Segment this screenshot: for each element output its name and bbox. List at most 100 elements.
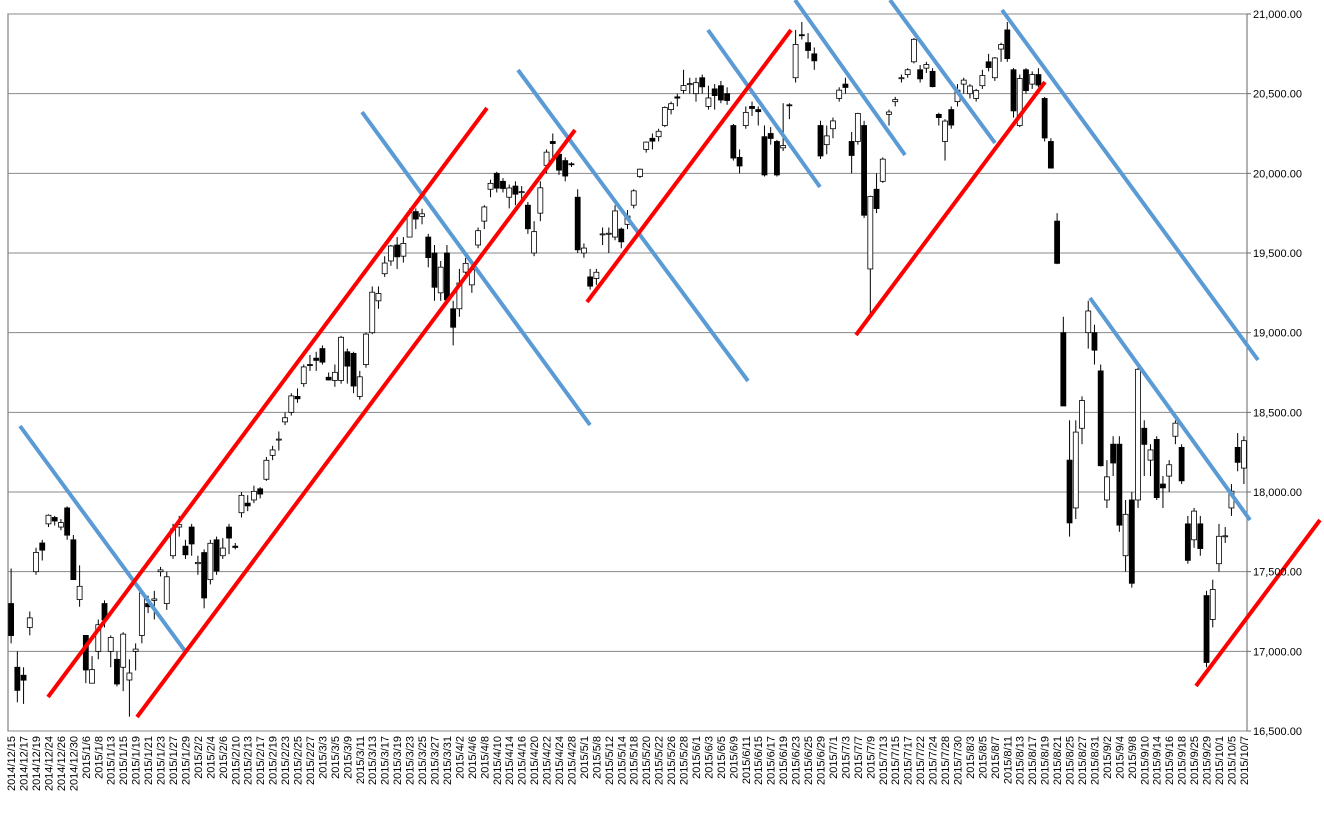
candle-body: [724, 93, 731, 101]
x-tick-label: 2015/4/28: [566, 736, 578, 785]
candle-body: [394, 244, 401, 258]
x-tick-label: 2015/6/9: [728, 736, 740, 779]
candle-body: [798, 34, 805, 37]
x-tick-label: 2014/12/17: [19, 736, 31, 791]
candle-body: [45, 514, 52, 525]
candle-body: [668, 103, 674, 110]
candle-body: [792, 44, 799, 79]
candle-body: [232, 545, 239, 548]
labels: 16,500.00 17,000.00 17,500.00 18,000.00 18,5…: [6, 9, 1302, 791]
candle-body: [64, 507, 71, 536]
candle-body: [581, 247, 587, 254]
candle-body: [612, 210, 618, 238]
candle-body: [462, 262, 469, 273]
candle-body: [836, 89, 843, 99]
candle-body: [126, 672, 133, 681]
x-tick-label: 2015/9/14: [1152, 736, 1164, 785]
x-tick-label: 2015/8/19: [1040, 736, 1052, 785]
candle-body: [680, 85, 687, 91]
candle-body: [381, 262, 388, 275]
x-tick-label: 2015/8/3: [965, 736, 977, 779]
x-tick-label: 2015/7/28: [940, 736, 952, 785]
candle-body: [742, 112, 749, 126]
x-tick-label: 2015/9/16: [1164, 736, 1176, 785]
candle-body: [686, 83, 693, 86]
y-tick-label: 21,000.00: [1253, 9, 1302, 21]
x-tick-label: 2015/6/1: [691, 736, 703, 779]
candle-body: [973, 90, 980, 99]
x-tick-label: 2015/1/13: [106, 736, 118, 785]
candle-body: [1240, 440, 1247, 469]
x-tick-label: 2015/5/28: [679, 736, 691, 785]
candle-body: [350, 352, 357, 387]
x-tick-label: 2015/7/15: [890, 736, 902, 785]
candle-body: [1172, 422, 1179, 437]
trend-line: [135, 128, 577, 719]
candle-body: [605, 232, 612, 235]
candle-body: [574, 196, 581, 251]
y-tick-label: 20,500.00: [1253, 89, 1302, 101]
candle-body: [14, 666, 21, 691]
candle-body: [1091, 332, 1098, 351]
x-tick-label: 2015/1/29: [180, 736, 192, 785]
x-tick-label: 2015/1/21: [143, 736, 155, 785]
x-tick-label: 2015/3/23: [405, 736, 417, 785]
candle-body: [1016, 78, 1023, 126]
candle-body: [967, 85, 973, 95]
candle-body: [201, 552, 208, 599]
x-tick-label: 2015/6/29: [816, 736, 828, 785]
candle-body: [375, 293, 382, 302]
candle-body: [76, 585, 83, 600]
x-tick-label: 2015/4/16: [517, 736, 529, 785]
x-tick-label: 2015/8/25: [1065, 736, 1077, 785]
candle-body: [674, 96, 681, 99]
candle-body: [275, 438, 282, 441]
candle-body: [711, 88, 718, 96]
x-tick-label: 2015/10/7: [1239, 736, 1251, 785]
y-tick-label: 16,500.00: [1253, 726, 1302, 738]
candle-body: [1222, 535, 1229, 538]
x-tick-label: 2015/7/17: [903, 736, 915, 785]
candle-body: [493, 172, 500, 189]
candle-body: [886, 111, 892, 115]
trend-line: [1088, 296, 1252, 522]
x-tick-label: 2015/8/5: [977, 736, 989, 779]
candle-body: [805, 42, 811, 51]
x-tick-label: 2015/10/1: [1214, 736, 1226, 785]
candles: [8, 21, 1247, 717]
x-tick-label: 2015/8/7: [990, 736, 1002, 779]
candle-body: [549, 141, 556, 144]
candle-body: [207, 542, 214, 581]
x-tick-label: 2014/12/19: [31, 736, 43, 791]
candle-body: [537, 187, 544, 214]
candle-body: [338, 336, 344, 381]
x-tick-label: 2015/2/25: [293, 736, 305, 785]
candle-body: [475, 230, 481, 246]
candle-body: [767, 133, 774, 139]
x-tick-label: 2015/7/13: [878, 736, 890, 785]
trend-line: [854, 80, 1047, 337]
x-tick-label: 2015/2/6: [218, 736, 230, 779]
x-tick-label: 2015/3/17: [380, 736, 392, 785]
x-tick-label: 2014/12/26: [56, 736, 68, 791]
x-tick-label: 2015/3/31: [442, 736, 454, 785]
x-tick-label: 2015/5/20: [641, 736, 653, 785]
x-tick-label: 2015/8/11: [1002, 736, 1014, 784]
candle-body: [1060, 332, 1067, 407]
candle-body: [506, 187, 513, 198]
y-tick-label: 19,000.00: [1253, 328, 1302, 340]
x-tick-label: 2015/3/5: [330, 736, 342, 779]
candle-body: [138, 592, 145, 636]
x-tick-label: 2015/5/1: [579, 736, 591, 779]
x-tick-label: 2015/8/21: [1052, 736, 1064, 785]
candle-body: [1178, 446, 1185, 482]
candle-body: [1184, 523, 1191, 561]
x-tick-label: 2015/4/2: [454, 736, 466, 779]
x-tick-label: 2015/6/17: [766, 736, 778, 785]
candle-body: [929, 70, 936, 88]
y-tick-label: 17,500.00: [1253, 567, 1302, 579]
x-tick-label: 2015/2/23: [280, 736, 292, 785]
candle-body: [524, 204, 531, 230]
x-tick-label: 2015/2/13: [243, 736, 255, 785]
candle-body: [412, 211, 419, 220]
